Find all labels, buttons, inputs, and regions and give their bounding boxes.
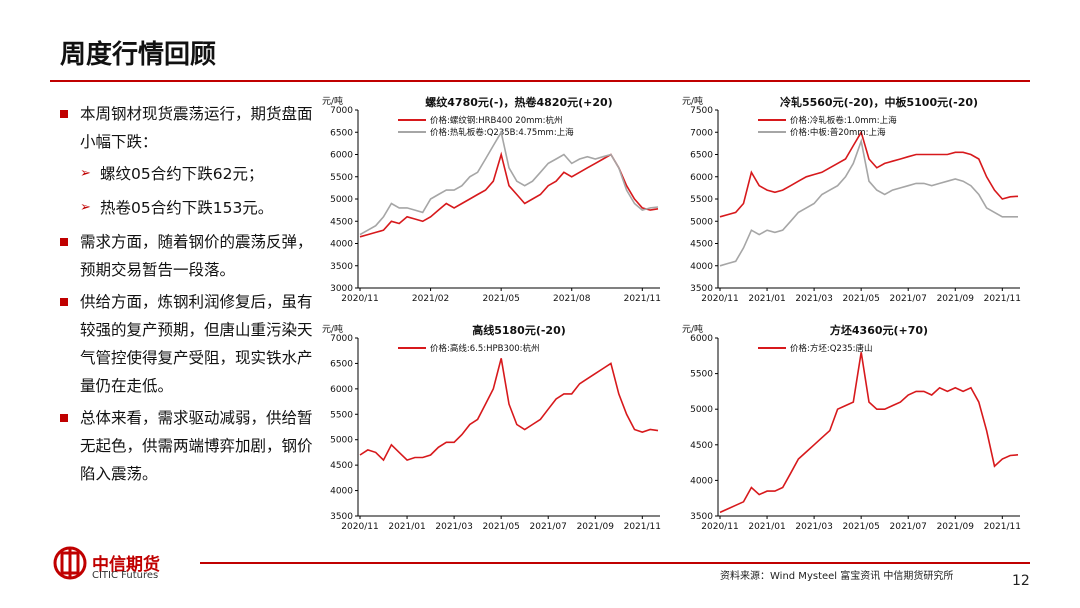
chart: 冷轧5560元(-20)，中板5100元(-20) 元/吨 3500 4000 4500… bbox=[682, 95, 1021, 304]
x-tick-label: 2021/03 bbox=[435, 522, 472, 532]
x-tick-label: 2021/05 bbox=[842, 294, 879, 304]
y-tick-label: 4500 bbox=[690, 441, 713, 451]
chart-title: 冷轧5560元(-20)，中板5100元(-20) bbox=[780, 95, 978, 109]
chart: 高线5180元(-20) 元/吨 3500 4000 4500 5000 5500 6000 6… bbox=[322, 323, 661, 532]
y-tick-label: 4500 bbox=[330, 461, 353, 471]
y-tick-label: 7000 bbox=[330, 334, 353, 344]
y-tick-label: 4000 bbox=[690, 476, 713, 486]
x-tick-label: 2021/11 bbox=[984, 294, 1021, 304]
series-line bbox=[359, 130, 659, 236]
chart-title: 螺纹4780元(-)，热卷4820元(+20) bbox=[425, 95, 612, 109]
x-tick-label: 2021/07 bbox=[530, 522, 567, 532]
x-tick-label: 2021/02 bbox=[412, 294, 449, 304]
y-tick-label: 4500 bbox=[330, 217, 353, 227]
y-tick-label: 7000 bbox=[330, 106, 353, 116]
y-tick-label: 5000 bbox=[330, 436, 353, 446]
y-tick-label: 7500 bbox=[690, 106, 713, 116]
x-tick-label: 2020/11 bbox=[341, 522, 378, 532]
y-tick-label: 3000 bbox=[330, 284, 353, 294]
series-line bbox=[719, 352, 1019, 514]
x-tick-label: 2021/09 bbox=[937, 522, 975, 532]
bullet: 总体来看，需求驱动减弱，供给暂无起色，供需两端博弈加剧，钢价陷入震荡。 bbox=[58, 404, 320, 488]
y-tick-label: 6000 bbox=[690, 334, 713, 344]
bullet: 供给方面，炼钢利润修复后，虽有较强的复产预期，但唐山重污染天气管控使得复产受阻，… bbox=[58, 288, 320, 400]
bullet: 需求方面，随着钢价的震荡反弹，预期交易暂告一段落。 bbox=[58, 228, 320, 284]
y-tick-label: 5500 bbox=[690, 195, 713, 205]
y-tick-label: 5500 bbox=[330, 173, 353, 183]
brand-en: CITIC Futures bbox=[92, 570, 159, 581]
legend-label: 价格:冷轧板卷:1.0mm:上海 bbox=[790, 115, 897, 126]
y-tick-label: 3500 bbox=[690, 512, 713, 522]
legend-label: 价格:中板:普20mm:上海 bbox=[790, 127, 886, 138]
x-tick-label: 2021/09 bbox=[577, 522, 615, 532]
y-tick-label: 4000 bbox=[330, 240, 353, 250]
x-tick-label: 2021/01 bbox=[748, 522, 785, 532]
x-tick-label: 2021/07 bbox=[890, 294, 927, 304]
x-tick-label: 2021/11 bbox=[624, 522, 661, 532]
bullet-list: 本周钢材现货震荡运行，期货盘面小幅下跌： 螺纹05合约下跌62元； 热卷05合约… bbox=[58, 100, 320, 492]
brand: 中信期货 bbox=[92, 555, 160, 575]
sub-bullet: 热卷05合约下跌153元。 bbox=[58, 194, 320, 222]
logo bbox=[53, 546, 87, 580]
x-tick-label: 2021/11 bbox=[984, 522, 1021, 532]
chart: 方坯4360元(+70) 元/吨 3500 4000 4500 5000 5500 6000 2… bbox=[682, 323, 1021, 532]
x-tick-label: 2020/11 bbox=[341, 294, 378, 304]
x-tick-label: 2021/09 bbox=[937, 294, 975, 304]
x-tick-label: 2020/11 bbox=[701, 294, 738, 304]
y-tick-label: 6000 bbox=[330, 385, 353, 395]
y-tick-label: 6000 bbox=[690, 173, 713, 183]
y-tick-label: 5000 bbox=[690, 217, 713, 227]
y-axis-label: 元/吨 bbox=[322, 323, 343, 335]
y-tick-label: 3500 bbox=[330, 262, 353, 272]
x-tick-label: 2021/11 bbox=[624, 294, 661, 304]
x-tick-label: 2021/01 bbox=[748, 294, 785, 304]
legend-label: 价格:方坯:Q235:唐山 bbox=[790, 343, 873, 354]
y-tick-label: 6500 bbox=[690, 151, 713, 161]
y-tick-label: 4000 bbox=[690, 262, 713, 272]
x-tick-label: 2021/08 bbox=[553, 294, 591, 304]
series-line bbox=[719, 130, 1019, 218]
y-axis-label: 元/吨 bbox=[682, 323, 703, 335]
series-line bbox=[719, 138, 1018, 267]
y-tick-label: 5500 bbox=[330, 410, 353, 420]
y-tick-label: 6000 bbox=[330, 151, 353, 161]
x-tick-label: 2020/11 bbox=[701, 522, 738, 532]
chart-title: 高线5180元(-20) bbox=[472, 323, 566, 337]
y-tick-label: 5500 bbox=[690, 370, 713, 380]
x-tick-label: 2021/05 bbox=[482, 522, 519, 532]
y-tick-label: 7000 bbox=[690, 128, 713, 138]
series-line bbox=[359, 358, 659, 462]
legend-label: 价格:螺纹钢:HRB400 20mm:杭州 bbox=[430, 115, 563, 126]
slide-title: 周度行情回顾 bbox=[60, 40, 217, 70]
chart: 螺纹4780元(-)，热卷4820元(+20) 元/吨 3000 3500 4000 45… bbox=[322, 95, 661, 304]
y-tick-label: 6500 bbox=[330, 359, 353, 369]
y-tick-label: 5000 bbox=[690, 405, 713, 415]
x-tick-label: 2021/01 bbox=[388, 522, 425, 532]
y-tick-label: 3500 bbox=[330, 512, 353, 522]
bullet: 本周钢材现货震荡运行，期货盘面小幅下跌： bbox=[58, 100, 320, 156]
y-tick-label: 3500 bbox=[690, 284, 713, 294]
sub-bullet: 螺纹05合约下跌62元； bbox=[58, 160, 320, 188]
x-tick-label: 2021/03 bbox=[795, 294, 832, 304]
y-tick-label: 4500 bbox=[690, 240, 713, 250]
y-tick-label: 5000 bbox=[330, 195, 353, 205]
x-tick-label: 2021/05 bbox=[842, 522, 879, 532]
y-axis-label: 元/吨 bbox=[682, 95, 703, 107]
y-tick-label: 6500 bbox=[330, 128, 353, 138]
legend-label: 价格:热轧板卷:Q235B:4.75mm:上海 bbox=[430, 127, 574, 138]
page-number: 12 bbox=[1012, 573, 1030, 589]
footer-rule bbox=[200, 562, 1030, 564]
x-tick-label: 2021/03 bbox=[795, 522, 832, 532]
source: 资料来源：Wind Mysteel 富宝资讯 中信期货研究所 bbox=[720, 571, 954, 582]
legend-label: 价格:高线:6.5:HPB300:杭州 bbox=[430, 343, 540, 354]
title-rule bbox=[50, 80, 1030, 82]
y-axis-label: 元/吨 bbox=[322, 95, 343, 107]
y-tick-label: 4000 bbox=[330, 487, 353, 497]
x-tick-label: 2021/05 bbox=[482, 294, 519, 304]
chart-title: 方坯4360元(+70) bbox=[830, 323, 928, 337]
x-tick-label: 2021/07 bbox=[890, 522, 927, 532]
